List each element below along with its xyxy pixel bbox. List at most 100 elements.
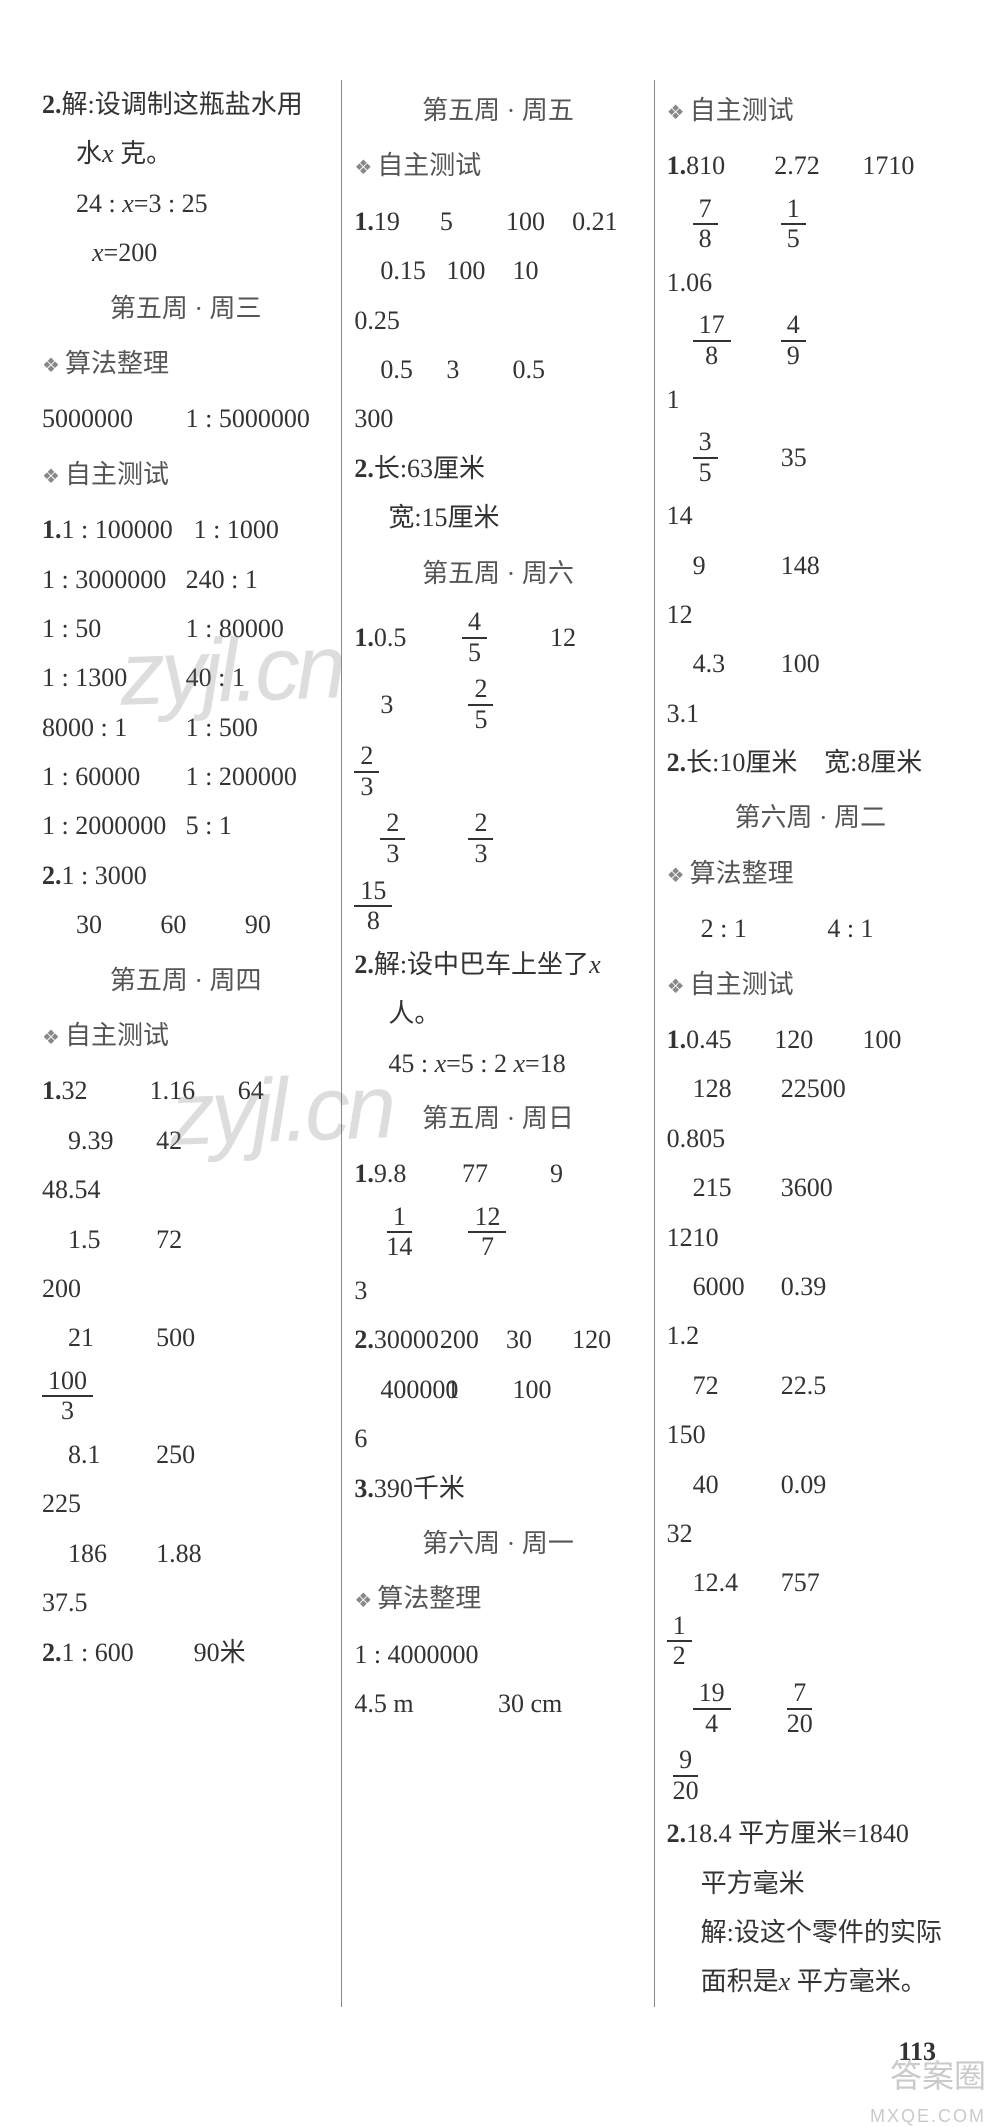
cell: 920: [667, 1742, 755, 1809]
fraction: 158: [354, 877, 392, 936]
cell: 128: [693, 1064, 781, 1113]
cell: 120: [774, 1015, 862, 1064]
fraction: 23: [468, 809, 493, 868]
cell: 1 : 1300: [42, 653, 186, 702]
text: 面积是x 平方毫米。: [667, 1957, 954, 2006]
t: 平方毫米。: [790, 1967, 927, 1996]
value: 0.21: [572, 197, 618, 246]
row: 72 22.5 150: [667, 1361, 954, 1460]
value: 40: [693, 1460, 719, 1509]
fraction: 35: [693, 428, 718, 487]
fraction: 23: [380, 809, 405, 868]
cell: 0.15: [380, 246, 446, 295]
subsection-header: 算法整理: [667, 849, 954, 898]
value: 1 : 80000: [186, 604, 284, 653]
cell: 64: [238, 1066, 326, 1115]
value: 1 : 3000000: [42, 555, 166, 604]
cell: 12: [550, 613, 638, 662]
label: 2.: [667, 738, 687, 787]
text: 45 : x=5 : 2 x=18: [354, 1039, 641, 1088]
value: 1.88: [156, 1529, 202, 1578]
fraction: 78: [693, 195, 718, 254]
cell: 250: [156, 1430, 244, 1479]
cell: 100: [781, 639, 869, 688]
value: 6000: [693, 1262, 745, 1311]
fraction: 1003: [42, 1367, 93, 1426]
row: 1 : 20000005 : 1: [42, 801, 329, 850]
row: 2. 1 : 3000: [42, 851, 329, 900]
value: 300: [354, 394, 393, 443]
cell: 225: [42, 1479, 130, 1528]
var: x: [514, 1049, 526, 1078]
cell: 90: [245, 900, 329, 949]
value: 12: [550, 613, 576, 662]
var: x: [435, 1049, 447, 1078]
row: 353514: [667, 424, 954, 541]
row: 2. 18.4 平方厘米=1840: [667, 1809, 954, 1858]
value: 0.5: [512, 345, 545, 394]
row: 5000000 1 : 5000000: [42, 394, 329, 443]
cell: 42: [156, 1116, 244, 1165]
row: 60000.391.2: [667, 1262, 954, 1361]
row: 2. 1 : 600 90米: [42, 1628, 329, 1677]
cell: 100: [862, 1015, 950, 1064]
cell: 77: [462, 1149, 550, 1198]
value: 30000: [374, 1315, 439, 1364]
value: 100: [781, 639, 820, 688]
value: 1.2: [667, 1311, 700, 1360]
row: 1.0.54512: [354, 604, 641, 671]
cell: 1.2: [667, 1311, 755, 1360]
cell: 810: [686, 141, 774, 190]
cell: 宽:8厘米: [824, 738, 950, 787]
row: 1.9.8779: [354, 1149, 641, 1198]
value: 10: [512, 246, 538, 295]
value: 1710: [862, 141, 914, 190]
value: 0.45: [686, 1015, 732, 1064]
row: 21536001210: [667, 1163, 954, 1262]
cell: 0.5: [374, 613, 462, 662]
row: 32523: [354, 671, 641, 805]
cell: 194: [693, 1675, 781, 1742]
value: 77: [462, 1149, 488, 1198]
row: 0.530.5300: [354, 345, 641, 444]
value: 215: [693, 1163, 732, 1212]
cell: 1.16: [150, 1066, 238, 1115]
fraction: 25: [468, 675, 493, 734]
cell: 1.06: [667, 258, 755, 307]
cell: 1: [446, 1365, 512, 1414]
row: 914812: [667, 541, 954, 640]
value: 40 : 1: [186, 653, 245, 702]
cell: 32: [62, 1066, 150, 1115]
value: 19: [374, 197, 400, 246]
cell: 400000: [380, 1365, 446, 1414]
value: 21: [68, 1313, 94, 1362]
section-header: 第五周 · 周三: [42, 284, 329, 333]
value: 32: [667, 1509, 693, 1558]
value: 100: [512, 1365, 551, 1414]
cell: 120: [572, 1315, 638, 1364]
subsection-header: 自主测试: [354, 141, 641, 190]
fraction: 114: [380, 1203, 418, 1262]
cell: 40 : 1: [186, 653, 330, 702]
text: 水x 克。: [42, 129, 329, 178]
value: 500: [156, 1313, 195, 1362]
row: 1 : 600001 : 200000: [42, 752, 329, 801]
row: 30 60 90: [42, 900, 329, 949]
value: 12.4: [693, 1558, 739, 1607]
cell: 22.5: [781, 1361, 869, 1410]
label: 1.: [42, 1066, 62, 1115]
cell: 5: [440, 197, 506, 246]
value: 72: [693, 1361, 719, 1410]
row: 3. 390千米: [354, 1464, 641, 1513]
value: 186: [68, 1529, 107, 1578]
value: 9: [693, 541, 706, 590]
row: 9.394248.54: [42, 1116, 329, 1215]
row: 2. 长:63厘米: [354, 444, 641, 493]
t: 45 :: [388, 1049, 434, 1078]
text: 宽:15厘米: [354, 493, 641, 542]
text: 解:设这个零件的实际: [667, 1908, 954, 1957]
label: 2.: [354, 1315, 374, 1364]
cell: 150: [667, 1410, 755, 1459]
cell: 100: [506, 197, 572, 246]
columns: 2. 解:设调制这瓶盐水用 水x 克。 24 : x=3 : 25 x=200 …: [30, 80, 966, 2007]
